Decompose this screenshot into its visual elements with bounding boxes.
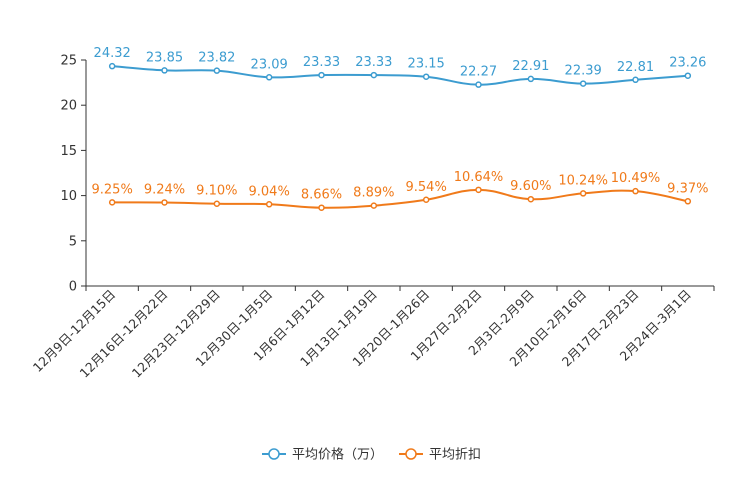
data-point: [579, 190, 587, 197]
x-tick-label: 12月23日-12月29日: [129, 287, 223, 381]
data-label: 9.04%: [249, 184, 290, 199]
data-label: 22.27: [460, 65, 497, 80]
data-point: [318, 71, 325, 79]
data-point: [370, 71, 378, 79]
series-layer: 24.32 23.85 23.82 23.09 23.33 23.33 23.15 22.27…: [92, 46, 708, 211]
data-point: [161, 67, 168, 74]
x-tick-label: 12月16日-12月22日: [76, 287, 170, 381]
data-point: [684, 72, 692, 79]
data-point: [161, 199, 168, 206]
data-point: [684, 198, 692, 205]
legend-marker-icon: [268, 448, 280, 460]
legend-item-1[interactable]: 平均价格（万）: [262, 447, 383, 463]
data-point: [527, 75, 535, 83]
y-tick-label: 25: [60, 54, 77, 69]
data-label: 9.10%: [196, 184, 237, 199]
data-point: [422, 73, 430, 80]
data-label: 23.09: [251, 57, 288, 72]
data-label: 8.89%: [353, 186, 394, 201]
data-label: 9.24%: [144, 182, 185, 197]
data-point: [370, 202, 378, 209]
data-point: [265, 201, 273, 208]
data-label: 24.32: [94, 46, 131, 61]
legend-marker-icon: [405, 448, 417, 460]
data-label: 9.60%: [510, 179, 551, 194]
data-point: [422, 196, 430, 204]
legend-label: 平均价格（万）: [292, 447, 383, 463]
data-label: 23.26: [669, 56, 706, 71]
y-tick-label: 5: [69, 234, 77, 249]
data-point: [475, 81, 482, 88]
data-label: 22.39: [565, 64, 602, 79]
data-point: [632, 76, 639, 84]
data-label: 22.81: [617, 60, 654, 75]
data-label: 8.66%: [301, 188, 342, 203]
series-2: 9.25% 9.24% 9.10% 9.04% 8.66% 8.89% 9.54% 10.64…: [92, 170, 708, 211]
data-label: 23.85: [146, 50, 183, 65]
data-point: [213, 67, 221, 74]
data-label: 9.37%: [667, 181, 708, 196]
axes: 051015202512月9日-12月15日12月16日-12月22日12月23…: [30, 54, 715, 381]
data-label: 9.54%: [406, 180, 447, 195]
data-label: 23.33: [355, 55, 392, 70]
data-point: [108, 62, 116, 70]
y-tick-label: 10: [60, 189, 77, 204]
data-point: [265, 74, 273, 81]
data-label: 10.24%: [558, 173, 608, 188]
data-label: 23.15: [408, 57, 445, 72]
data-point: [579, 80, 587, 87]
series-1: 24.32 23.85 23.82 23.09 23.33 23.33 23.15 22.27…: [94, 46, 706, 88]
series-line: [112, 188, 689, 209]
data-label: 22.91: [512, 59, 549, 74]
data-label: 10.49%: [611, 171, 661, 186]
data-label: 9.25%: [92, 182, 133, 197]
data-point: [527, 195, 535, 203]
y-tick-label: 0: [69, 280, 77, 295]
legend-label: 平均折扣: [429, 448, 481, 463]
data-point: [475, 186, 482, 194]
y-tick-label: 15: [60, 144, 77, 159]
series-line: [112, 65, 688, 86]
data-point: [318, 204, 325, 211]
legend-item-2[interactable]: 平均折扣: [399, 448, 481, 463]
data-label: 23.33: [303, 55, 340, 70]
legend: 平均价格（万） 平均折扣: [262, 447, 481, 463]
data-point: [108, 199, 116, 206]
data-point: [632, 187, 639, 195]
y-tick-label: 20: [60, 99, 77, 114]
data-point: [213, 200, 221, 207]
data-label: 10.64%: [454, 170, 504, 185]
data-label: 23.82: [198, 51, 235, 66]
